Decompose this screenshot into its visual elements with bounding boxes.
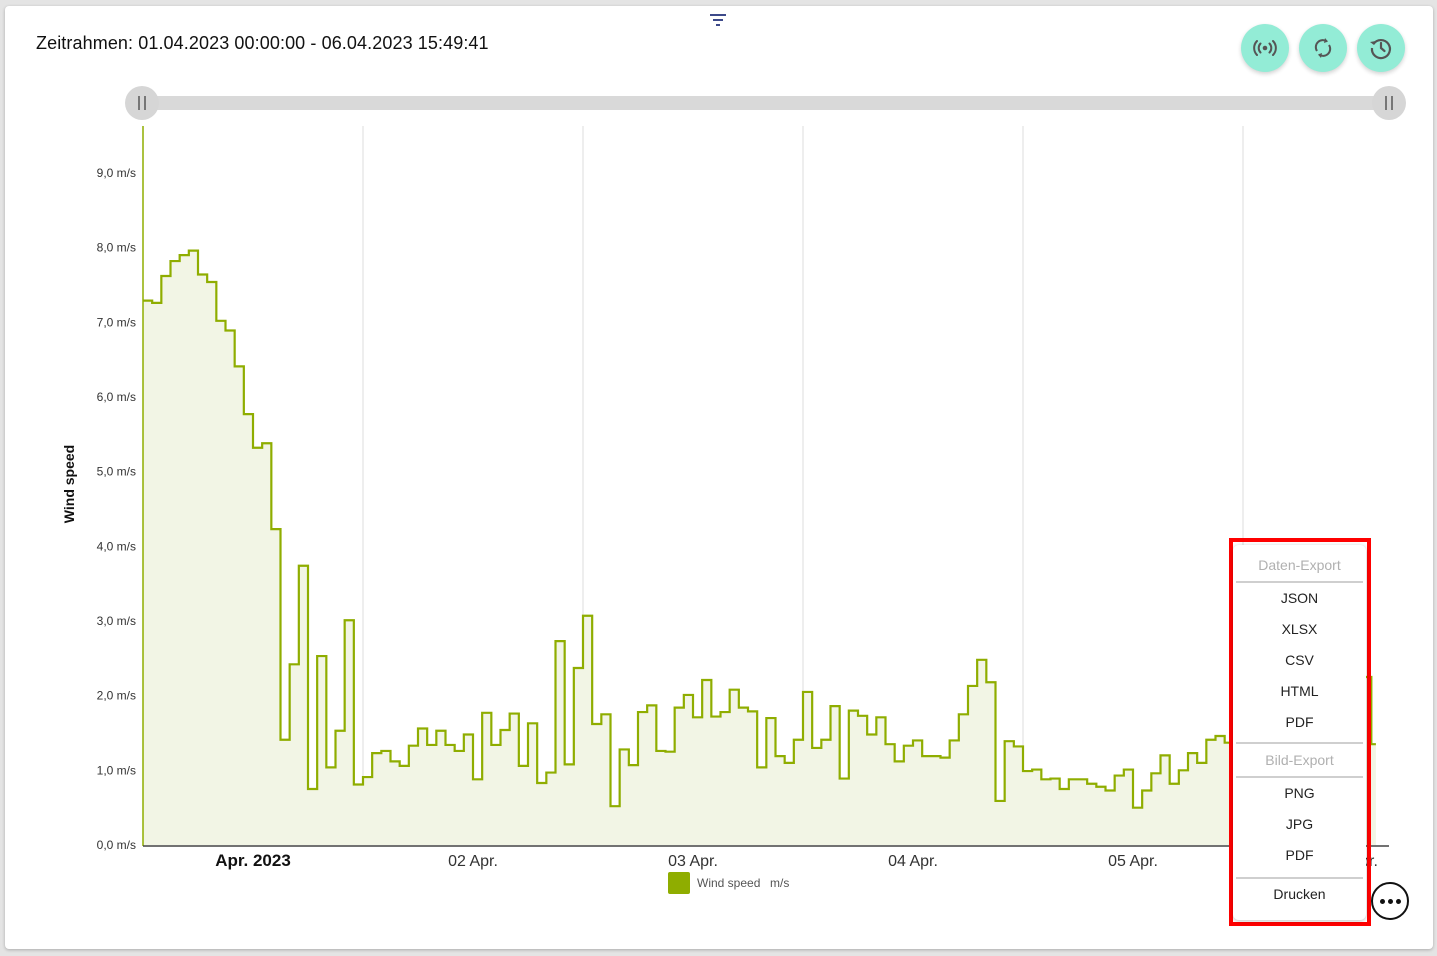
menu-item-data-json[interactable]: JSON — [1280, 590, 1319, 606]
refresh-button[interactable] — [1299, 24, 1347, 72]
x-tick-label: 05 Apr. — [1108, 853, 1158, 870]
menu-item-image-pdf[interactable]: PDF — [1285, 847, 1314, 863]
y-tick-label: 7,0 m/s — [97, 315, 136, 329]
menu-item-data-html[interactable]: HTML — [1280, 683, 1319, 699]
data-export-header: Daten-Export — [1258, 557, 1341, 573]
y-tick-label: 3,0 m/s — [97, 614, 136, 628]
range-slider-end-handle[interactable] — [1372, 86, 1406, 120]
x-tick-label: 03 Apr. — [668, 853, 718, 870]
menu-item-image-jpg[interactable]: JPG — [1285, 816, 1314, 832]
menu-item-data-pdf[interactable]: PDF — [1285, 714, 1314, 730]
y-tick-label: 9,0 m/s — [97, 166, 136, 180]
broadcast-icon — [1253, 40, 1277, 56]
series-line — [143, 249, 1376, 809]
image-export-header: Bild-Export — [1265, 752, 1334, 768]
highlight-box — [1229, 538, 1371, 926]
range-slider-start-handle[interactable] — [125, 86, 159, 120]
live-button[interactable] — [1241, 24, 1289, 72]
y-tick-label: 4,0 m/s — [97, 539, 136, 553]
y-tick-label: 2,0 m/s — [97, 689, 136, 703]
more-options-button[interactable] — [1371, 882, 1409, 920]
legend-swatch — [668, 872, 690, 894]
x-tick-label: 02 Apr. — [448, 853, 498, 870]
menu-item-image-png[interactable]: PNG — [1284, 785, 1315, 801]
range-slider-track[interactable] — [142, 96, 1389, 110]
series-area — [143, 250, 1376, 845]
y-axis-title: Wind speed — [61, 445, 77, 523]
menu-item-data-csv[interactable]: CSV — [1285, 652, 1314, 668]
history-button[interactable] — [1357, 24, 1405, 72]
legend-label: Wind speed — [697, 876, 760, 890]
export-menu: Daten-Export JSON XLSX CSV HTML PDF Bild-Exp… — [1233, 545, 1366, 920]
timeframe-label: Zeitrahmen: 01.04.2023 00:00:00 - 06.04.… — [36, 33, 489, 53]
history-icon — [1370, 39, 1392, 60]
y-tick-label: 5,0 m/s — [97, 465, 136, 479]
x-tick-label: Apr. 2023 — [215, 851, 291, 870]
legend-item[interactable]: Wind speed m/s — [668, 872, 789, 894]
menu-item-print[interactable]: Drucken — [1273, 886, 1326, 902]
y-tick-label: 6,0 m/s — [97, 390, 136, 404]
x-tick-label: 04 Apr. — [888, 853, 938, 870]
filter-icon[interactable] — [708, 12, 728, 28]
legend-unit: m/s — [770, 876, 789, 890]
menu-item-data-xlsx[interactable]: XLSX — [1281, 621, 1318, 637]
y-tick-label: 1,0 m/s — [97, 763, 136, 777]
refresh-icon — [1314, 38, 1332, 58]
y-tick-label: 0,0 m/s — [97, 838, 136, 852]
y-tick-label: 8,0 m/s — [97, 241, 136, 255]
